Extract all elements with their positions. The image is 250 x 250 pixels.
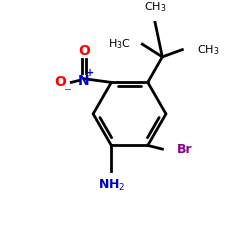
Text: +: + xyxy=(86,68,94,78)
Text: NH$_2$: NH$_2$ xyxy=(98,178,125,193)
Text: N: N xyxy=(78,74,90,88)
Text: −: − xyxy=(64,85,72,95)
Text: O: O xyxy=(78,44,90,59)
Text: H$_3$C: H$_3$C xyxy=(108,37,131,51)
Text: Br: Br xyxy=(177,142,192,156)
Text: CH$_3$: CH$_3$ xyxy=(197,43,220,56)
Text: CH$_3$: CH$_3$ xyxy=(144,0,166,14)
Text: O: O xyxy=(54,76,66,90)
